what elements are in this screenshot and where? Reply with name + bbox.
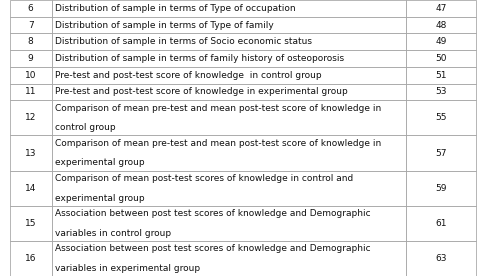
Text: Comparison of mean pre-test and mean post-test score of knowledge in: Comparison of mean pre-test and mean pos… [55,139,382,148]
Text: 50: 50 [435,54,447,63]
Text: 11: 11 [25,87,36,97]
Bar [10,0,52,17]
Text: Distribution of sample in terms of Socio economic status: Distribution of sample in terms of Socio… [55,37,312,46]
Text: 47: 47 [435,4,447,13]
Bar [406,50,476,67]
Bar [406,17,476,33]
Bar [406,100,476,136]
Text: Distribution of sample in terms of family history of osteoporosis: Distribution of sample in terms of famil… [55,54,344,63]
Bar [10,100,52,136]
Text: Pre-test and post-test score of knowledge  in control group: Pre-test and post-test score of knowledg… [55,71,322,80]
Text: 6: 6 [28,4,34,13]
Text: 7: 7 [28,21,34,30]
Text: Association between post test scores of knowledge and Demographic: Association between post test scores of … [55,244,371,253]
Text: 9: 9 [28,54,34,63]
Text: Association between post test scores of knowledge and Demographic: Association between post test scores of … [55,209,371,218]
Text: experimental group: experimental group [55,158,145,167]
Bar [10,136,52,171]
Bar [10,84,52,100]
Bar [10,50,52,67]
Text: control group: control group [55,123,116,132]
Text: Comparison of mean post-test scores of knowledge in control and: Comparison of mean post-test scores of k… [55,174,353,183]
Bar [10,171,52,206]
Bar [52,241,406,276]
Bar [52,17,406,33]
Bar [52,33,406,50]
Bar [406,136,476,171]
Bar [52,84,406,100]
Bar [10,241,52,276]
Text: Distribution of sample in terms of Type of occupation: Distribution of sample in terms of Type … [55,4,296,13]
Bar [52,0,406,17]
Text: 59: 59 [435,184,447,193]
Bar [406,0,476,17]
Text: 61: 61 [435,219,447,228]
Text: 63: 63 [435,254,447,263]
Bar [406,171,476,206]
Text: 15: 15 [25,219,36,228]
Bar [52,67,406,84]
Text: 13: 13 [25,148,36,158]
Text: 55: 55 [435,113,447,123]
Bar [406,84,476,100]
Bar [52,206,406,241]
Text: 53: 53 [435,87,447,97]
Bar [406,206,476,241]
Text: 14: 14 [25,184,36,193]
Text: Comparison of mean pre-test and mean post-test score of knowledge in: Comparison of mean pre-test and mean pos… [55,104,382,113]
Bar [10,33,52,50]
Text: variables in control group: variables in control group [55,229,171,238]
Text: 12: 12 [25,113,36,123]
Text: Pre-test and post-test score of knowledge in experimental group: Pre-test and post-test score of knowledg… [55,87,348,97]
Bar [52,171,406,206]
Bar [406,67,476,84]
Bar [10,67,52,84]
Text: 8: 8 [28,37,34,46]
Text: Distribution of sample in terms of Type of family: Distribution of sample in terms of Type … [55,21,274,30]
Bar [406,33,476,50]
Text: 16: 16 [25,254,36,263]
Bar [52,100,406,136]
Text: 57: 57 [435,148,447,158]
Text: variables in experimental group: variables in experimental group [55,264,200,273]
Bar [10,17,52,33]
Bar [52,50,406,67]
Bar [406,241,476,276]
Text: 51: 51 [435,71,447,80]
Bar [10,206,52,241]
Bar [52,136,406,171]
Text: 10: 10 [25,71,36,80]
Text: experimental group: experimental group [55,193,145,203]
Text: 48: 48 [435,21,447,30]
Text: 49: 49 [435,37,447,46]
